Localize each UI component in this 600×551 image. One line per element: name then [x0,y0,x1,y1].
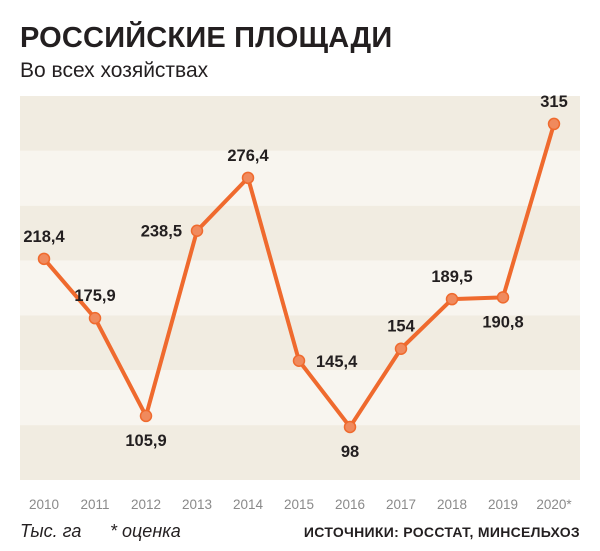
data-label: 238,5 [141,223,182,241]
x-tick-label: 2012 [131,497,161,512]
chart-title: РОССИЙСКИЕ ПЛОЩАДИ [20,22,393,54]
background-band [20,370,580,426]
estimate-note: * оценка [110,521,181,541]
data-point [496,291,510,304]
x-tick-label: 2015 [284,497,314,512]
data-point [343,420,357,434]
data-label: 218,4 [23,228,65,246]
background-band [20,425,580,480]
x-axis-labels: 2010 2011 2012 2013 2014 2015 2016 2017 2018 2019… [29,497,572,512]
x-tick-label: 2013 [182,497,212,512]
chart-subtitle: Во всех хозяйствах [20,59,209,82]
background-band [20,205,580,261]
data-label: 315 [540,93,568,111]
x-tick-label: 2018 [437,497,467,512]
unit-label: Тыс. га [20,521,82,541]
source-label: ИСТОЧНИКИ: РОССТАТ, МИНСЕЛЬХОЗ [303,524,580,540]
background-band [20,260,580,316]
data-point [37,252,51,266]
data-label: 154 [387,318,415,336]
data-label: 98 [341,443,359,461]
data-label: 145,4 [316,353,358,371]
background-band [20,96,580,151]
data-labels: 218,4 175,9 105,9 238,5 276,4 145,4 98 154 189,5… [23,93,567,461]
x-tick-label: 2020* [536,497,572,512]
data-label: 276,4 [227,147,269,165]
data-point [139,409,153,423]
x-tick-label: 2010 [29,497,59,512]
data-point [445,292,459,306]
background-band [20,150,580,206]
x-tick-label: 2017 [386,497,416,512]
data-point [292,354,306,368]
x-tick-label: 2019 [488,497,518,512]
data-point [241,171,255,185]
data-label: 105,9 [125,432,166,450]
x-tick-label: 2016 [335,497,365,512]
data-point [547,117,561,131]
data-label: 175,9 [74,287,115,305]
x-tick-label: 2011 [80,497,109,512]
data-label: 189,5 [431,268,472,286]
x-tick-label: 2014 [233,497,264,512]
data-point [88,311,102,325]
data-point [190,224,204,237]
data-points [37,117,561,434]
data-point [394,342,408,355]
data-label: 190,8 [482,313,523,331]
